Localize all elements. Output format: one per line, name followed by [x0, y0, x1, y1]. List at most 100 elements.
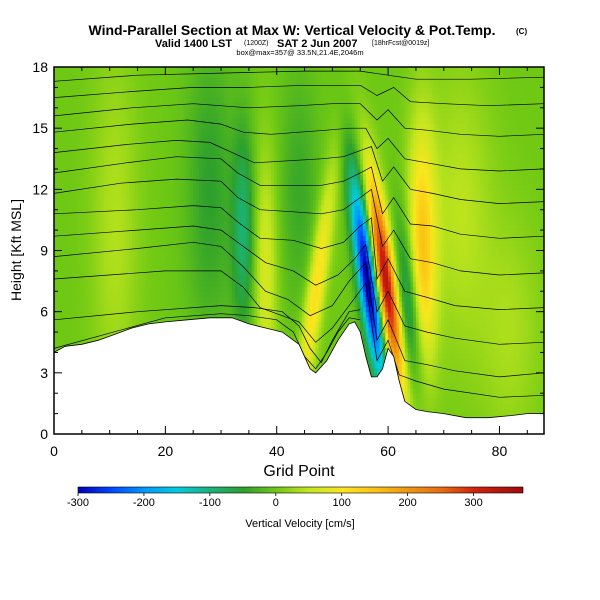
velocity-cell: [104, 230, 108, 236]
velocity-cell: [118, 209, 122, 216]
velocity-cell: [129, 128, 133, 134]
velocity-cell: [193, 255, 197, 262]
velocity-cell: [126, 107, 130, 114]
velocity-cell: [201, 87, 205, 94]
velocity-cell: [90, 235, 94, 241]
velocity-cell: [134, 148, 139, 155]
velocity-cell: [240, 281, 244, 287]
velocity-cell: [204, 275, 208, 282]
velocity-cell: [104, 260, 108, 267]
velocity-cell: [98, 168, 102, 175]
velocity-cell: [131, 97, 136, 104]
velocity-cell: [134, 265, 139, 272]
velocity-cell: [84, 275, 89, 282]
velocity-cell: [215, 123, 219, 129]
velocity-cell: [56, 138, 61, 145]
velocity-cell: [140, 260, 144, 267]
velocity-cell: [170, 311, 175, 318]
velocity-cell: [123, 281, 127, 287]
velocity-cell: [176, 102, 180, 109]
velocity-cell: [131, 270, 136, 277]
velocity-cell: [170, 260, 175, 267]
velocity-cell: [190, 123, 194, 129]
velocity-cell: [131, 219, 136, 226]
velocity-cell: [212, 179, 217, 185]
velocity-cell: [218, 97, 222, 104]
velocity-cell: [59, 174, 63, 180]
velocity-cell: [106, 250, 111, 257]
velocity-cell: [98, 286, 102, 292]
velocity-cell: [70, 194, 75, 201]
velocity-cell: [157, 107, 161, 114]
velocity-cell: [87, 143, 91, 150]
velocity-cell: [223, 168, 228, 175]
velocity-cell: [129, 260, 133, 267]
velocity-cell: [209, 250, 214, 257]
velocity-cell: [232, 77, 236, 83]
velocity-cell: [148, 311, 153, 318]
velocity-cell: [81, 112, 86, 119]
velocity-cell: [143, 219, 147, 226]
velocity-cell: [207, 174, 211, 180]
velocity-cell: [162, 291, 166, 297]
velocity-cell: [201, 143, 205, 150]
velocity-cell: [101, 174, 105, 180]
velocity-cell: [184, 235, 189, 241]
velocity-cell: [70, 153, 75, 160]
velocity-cell: [120, 102, 125, 109]
velocity-cell: [137, 174, 141, 180]
velocity-cell: [237, 184, 242, 190]
velocity-cell: [62, 97, 66, 104]
velocity-cell: [215, 291, 219, 297]
velocity-cell: [234, 133, 239, 139]
velocity-cell: [184, 87, 189, 94]
velocity-cell: [168, 291, 172, 297]
velocity-cell: [123, 245, 127, 252]
velocity-cell: [148, 219, 153, 226]
velocity-cell: [104, 72, 108, 78]
velocity-cell: [143, 189, 147, 196]
velocity-cell: [123, 321, 127, 328]
velocity-cell: [67, 168, 72, 175]
velocity-cell: [129, 306, 133, 313]
velocity-cell: [143, 174, 147, 180]
velocity-cell: [79, 235, 83, 241]
velocity-cell: [173, 158, 178, 165]
chart-title: Wind-Parallel Section at Max W: Vertical…: [88, 22, 495, 38]
velocity-cell: [218, 240, 222, 247]
velocity-cell: [237, 117, 242, 124]
velocity-cell: [115, 199, 119, 206]
velocity-cell: [170, 97, 175, 104]
velocity-cell: [226, 143, 230, 150]
velocity-cell: [70, 306, 75, 313]
velocity-cell: [140, 112, 144, 119]
velocity-cell: [151, 189, 155, 196]
velocity-cell: [101, 77, 105, 83]
velocity-cell: [170, 255, 175, 262]
velocity-cell: [56, 342, 61, 348]
velocity-cell: [129, 67, 133, 73]
velocity-cell: [243, 311, 247, 318]
velocity-cell: [184, 92, 189, 99]
velocity-cell: [184, 250, 189, 257]
velocity-cell: [101, 148, 105, 155]
velocity-cell: [168, 199, 172, 206]
velocity-cell: [123, 209, 127, 216]
velocity-cell: [70, 158, 75, 165]
velocity-cell: [187, 179, 192, 185]
velocity-cell: [243, 296, 247, 303]
velocity-cell: [184, 189, 189, 196]
velocity-cell: [240, 316, 244, 323]
velocity-cell: [79, 148, 83, 155]
velocity-cell: [179, 240, 183, 247]
velocity-cell: [81, 158, 86, 165]
velocity-cell: [229, 260, 233, 267]
velocity-cell: [179, 138, 183, 145]
velocity-cell: [95, 337, 100, 343]
velocity-cell: [212, 214, 217, 221]
velocity-cell: [120, 138, 125, 145]
velocity-cell: [143, 77, 147, 83]
velocity-cell: [198, 225, 203, 231]
velocity-cell: [79, 260, 83, 267]
velocity-cell: [95, 168, 100, 175]
